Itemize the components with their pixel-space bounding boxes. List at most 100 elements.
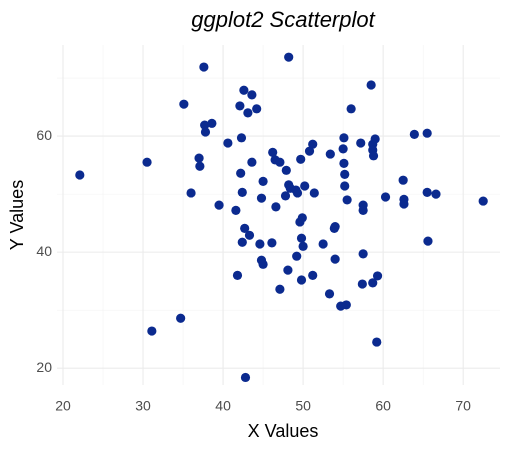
point — [236, 133, 247, 143]
chart-title: ggplot2 Scatterplot — [191, 7, 375, 32]
point — [340, 169, 350, 179]
point — [200, 120, 210, 130]
point — [423, 236, 433, 246]
point — [368, 151, 379, 161]
point — [372, 337, 382, 347]
point — [296, 275, 307, 285]
point — [357, 279, 367, 289]
point — [309, 188, 319, 198]
point — [258, 176, 268, 186]
point — [240, 223, 250, 233]
point — [340, 181, 350, 191]
point — [308, 139, 318, 149]
point — [214, 200, 224, 210]
point — [346, 104, 356, 114]
point — [280, 191, 291, 201]
point — [341, 300, 351, 310]
point — [308, 270, 318, 280]
point — [281, 165, 291, 175]
point — [292, 251, 302, 261]
y-tick-label: 60 — [36, 127, 52, 143]
point — [297, 213, 307, 223]
point — [298, 241, 308, 251]
point — [195, 161, 205, 171]
x-tick-label: 70 — [455, 398, 471, 414]
points — [75, 52, 488, 383]
point — [368, 278, 378, 288]
point — [239, 85, 249, 95]
point — [243, 108, 253, 118]
point — [247, 90, 257, 100]
x-tick-label: 30 — [135, 398, 151, 414]
point — [223, 138, 233, 148]
point — [237, 187, 247, 197]
point — [284, 52, 294, 62]
point — [292, 188, 303, 198]
point — [283, 265, 293, 275]
point — [342, 195, 352, 205]
y-tick-label: 40 — [36, 243, 52, 259]
point — [255, 239, 265, 249]
point — [235, 101, 245, 111]
point — [478, 196, 488, 206]
point — [207, 118, 217, 128]
x-tick-label: 60 — [375, 398, 391, 414]
grid — [57, 45, 500, 385]
point — [358, 249, 368, 259]
point — [256, 193, 267, 203]
point — [232, 270, 243, 280]
point — [179, 99, 189, 109]
point — [267, 238, 277, 248]
point — [199, 62, 209, 72]
point — [398, 175, 408, 185]
y-axis-title: Y Values — [7, 180, 27, 250]
point — [330, 254, 340, 264]
point — [275, 284, 285, 294]
point — [330, 222, 340, 232]
point — [338, 144, 348, 154]
point — [358, 205, 368, 215]
point — [252, 104, 262, 114]
point — [147, 326, 157, 336]
point — [142, 157, 152, 167]
point — [296, 233, 307, 243]
point — [231, 205, 241, 215]
point — [339, 133, 349, 143]
point — [380, 192, 391, 202]
point — [318, 239, 328, 249]
point — [422, 187, 432, 197]
point — [356, 138, 366, 148]
point — [422, 128, 432, 138]
point — [194, 153, 204, 163]
point — [176, 313, 186, 323]
point — [409, 129, 419, 139]
point — [325, 149, 335, 159]
point — [324, 289, 335, 299]
point — [75, 170, 85, 180]
point — [240, 372, 251, 383]
point — [370, 134, 380, 144]
point — [258, 259, 268, 269]
x-tick-label: 50 — [295, 398, 311, 414]
point — [236, 168, 246, 178]
x-tick-label: 20 — [55, 398, 71, 414]
y-tick-label: 20 — [36, 359, 52, 375]
point — [186, 188, 196, 198]
point — [304, 146, 315, 156]
point — [247, 157, 257, 167]
point — [200, 127, 211, 137]
x-tick-label: 40 — [215, 398, 231, 414]
x-axis-title: X Values — [248, 421, 319, 441]
point — [275, 157, 285, 167]
point — [372, 271, 383, 281]
point — [296, 154, 306, 164]
point — [300, 181, 310, 191]
point — [399, 199, 409, 209]
point — [339, 158, 349, 168]
point — [237, 237, 247, 247]
point — [431, 189, 441, 199]
point — [271, 202, 281, 212]
point — [366, 80, 376, 90]
point — [268, 147, 278, 157]
